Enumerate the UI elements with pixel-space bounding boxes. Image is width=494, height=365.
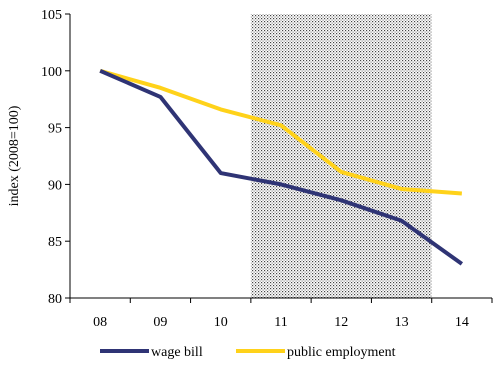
shaded-period [250, 14, 432, 298]
y-tick-label: 85 [48, 235, 62, 250]
y-tick-label: 105 [41, 8, 62, 23]
y-tick-label: 80 [48, 292, 62, 307]
x-tick-label: 13 [395, 315, 409, 330]
x-tick-label: 12 [334, 315, 348, 330]
y-tick-label: 95 [48, 122, 62, 137]
series-line-public-employment [99, 68, 463, 196]
x-tick-label: 14 [455, 315, 469, 330]
y-tick-label: 100 [41, 65, 62, 80]
series-line-wage-bill [99, 68, 464, 266]
legend: wage bill public employment [100, 345, 396, 360]
x-tick-label: 11 [274, 315, 287, 330]
x-tick-label: 10 [214, 315, 228, 330]
y-tick-label: 90 [48, 178, 62, 193]
x-tick-label: 08 [93, 315, 107, 330]
y-axis-title: index (2008=100) [7, 105, 22, 206]
legend-label: wage bill [151, 345, 203, 360]
x-tick-label: 09 [153, 315, 167, 330]
legend-label: public employment [287, 345, 396, 360]
